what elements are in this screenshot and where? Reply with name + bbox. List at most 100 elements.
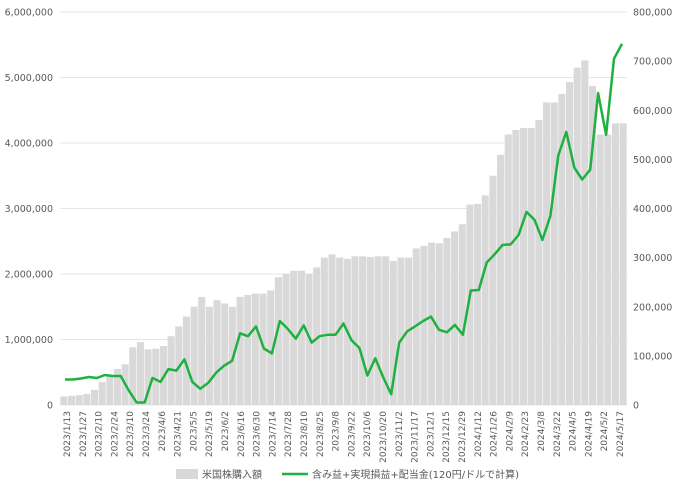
x-tick-label: 2023/9/22 (347, 411, 357, 457)
x-tick-label: 2023/6/16 (237, 411, 247, 457)
right-y-tick-label: 700,000 (633, 57, 672, 68)
bar (91, 390, 98, 405)
right-y-tick-label: 400,000 (633, 204, 672, 215)
bar (543, 102, 550, 405)
bar (620, 123, 627, 405)
bar (482, 195, 489, 405)
bar (374, 256, 381, 405)
bar (551, 102, 558, 405)
x-tick-label: 2023/2/10 (95, 411, 105, 457)
bar (221, 303, 228, 405)
bar (505, 134, 512, 405)
bar (474, 204, 481, 405)
left-y-tick-label: 3,000,000 (5, 204, 53, 215)
bar (152, 349, 159, 405)
x-tick-label: 2024/3/8 (537, 411, 547, 452)
x-tick-label: 2024/2/23 (521, 411, 531, 457)
bar (397, 258, 404, 405)
x-tick-label: 2023/8/10 (300, 411, 310, 457)
x-axis: 2023/1/13 2023/1/27 2023/2/10 2023/2/24 2023… (63, 411, 626, 463)
bar (597, 134, 604, 405)
x-tick-label: 2023/1/13 (63, 411, 73, 457)
left-y-tick-label: 4,000,000 (5, 139, 53, 150)
x-tick-label: 2024/1/26 (490, 411, 500, 457)
bar (321, 258, 328, 405)
bar-series (60, 60, 626, 405)
x-tick-label: 2023/10/6 (363, 411, 373, 457)
x-tick-label: 2023/7/14 (268, 411, 278, 457)
bar (535, 120, 542, 405)
legend-bar-label: 米国株購入額 (202, 468, 262, 481)
bar (206, 307, 213, 405)
x-tick-label: 2023/9/8 (332, 411, 342, 452)
x-tick-label: 2024/5/2 (600, 411, 610, 451)
left-y-tick-label: 6,000,000 (5, 8, 53, 19)
right-y-tick-label: 800,000 (633, 8, 672, 19)
bar (68, 396, 75, 405)
x-tick-label: 2023/8/25 (316, 411, 326, 457)
bar (351, 256, 358, 405)
bar (328, 254, 335, 405)
bar (420, 246, 427, 405)
x-tick-label: 2023/4/21 (174, 411, 184, 457)
bar (528, 128, 535, 405)
bar (106, 376, 113, 405)
x-tick-label: 2024/4/19 (584, 411, 594, 457)
bar (451, 231, 458, 405)
right-y-tick-label: 600,000 (633, 106, 672, 117)
x-tick-label: 2023/2/24 (110, 411, 120, 457)
bar (497, 155, 504, 405)
bar (574, 68, 581, 405)
bar (359, 256, 366, 405)
bar (566, 82, 573, 405)
bar (459, 224, 466, 405)
x-tick-label: 2023/10/20 (379, 411, 389, 463)
bar (191, 307, 198, 405)
right-y-axis: 0100,000200,000300,000400,000500,000600,… (633, 8, 672, 412)
bar (83, 394, 90, 405)
x-tick-label: 2023/6/30 (253, 411, 263, 457)
bar (298, 271, 305, 405)
x-tick-label: 2023/4/6 (158, 411, 168, 452)
left-y-tick-label: 2,000,000 (5, 270, 53, 281)
right-y-tick-label: 500,000 (633, 155, 672, 166)
right-y-tick-label: 0 (633, 401, 639, 412)
bar (612, 123, 619, 405)
bar (489, 176, 496, 405)
x-tick-label: 2023/1/27 (79, 411, 89, 457)
x-tick-label: 2023/5/5 (189, 411, 199, 451)
bar (76, 395, 83, 405)
bar (114, 369, 121, 405)
x-tick-label: 2023/11/2 (395, 411, 405, 457)
x-tick-label: 2023/11/17 (411, 411, 421, 463)
bar (443, 238, 450, 405)
x-tick-label: 2023/12/15 (442, 411, 452, 463)
x-tick-label: 2023/3/24 (142, 411, 152, 457)
legend-bar-swatch (176, 469, 198, 479)
bar (581, 60, 588, 405)
left-y-tick-label: 0 (47, 401, 53, 412)
bar (512, 130, 519, 405)
bar (367, 257, 374, 405)
bar (99, 382, 106, 405)
x-tick-label: 2023/3/10 (126, 411, 136, 457)
bar (252, 294, 259, 405)
bar (214, 300, 221, 405)
left-y-tick-label: 1,000,000 (5, 335, 53, 346)
x-tick-label: 2023/12/1 (426, 411, 436, 457)
right-y-tick-label: 300,000 (633, 253, 672, 264)
x-tick-label: 2024/3/22 (553, 411, 563, 457)
bar (283, 274, 290, 405)
right-y-tick-label: 100,000 (633, 351, 672, 362)
legend-line-label: 含み益+実現損益+配当金(120円/ドルで計算) (312, 468, 519, 481)
x-tick-label: 2024/5/17 (616, 411, 626, 457)
bar (60, 396, 67, 405)
bar (237, 297, 244, 405)
x-tick-label: 2024/1/12 (474, 411, 484, 457)
x-tick-label: 2023/12/29 (458, 411, 468, 463)
left-y-tick-label: 5,000,000 (5, 73, 53, 84)
x-tick-label: 2023/6/2 (221, 411, 231, 451)
legend: 米国株購入額 含み益+実現損益+配当金(120円/ドルで計算) (176, 468, 519, 481)
